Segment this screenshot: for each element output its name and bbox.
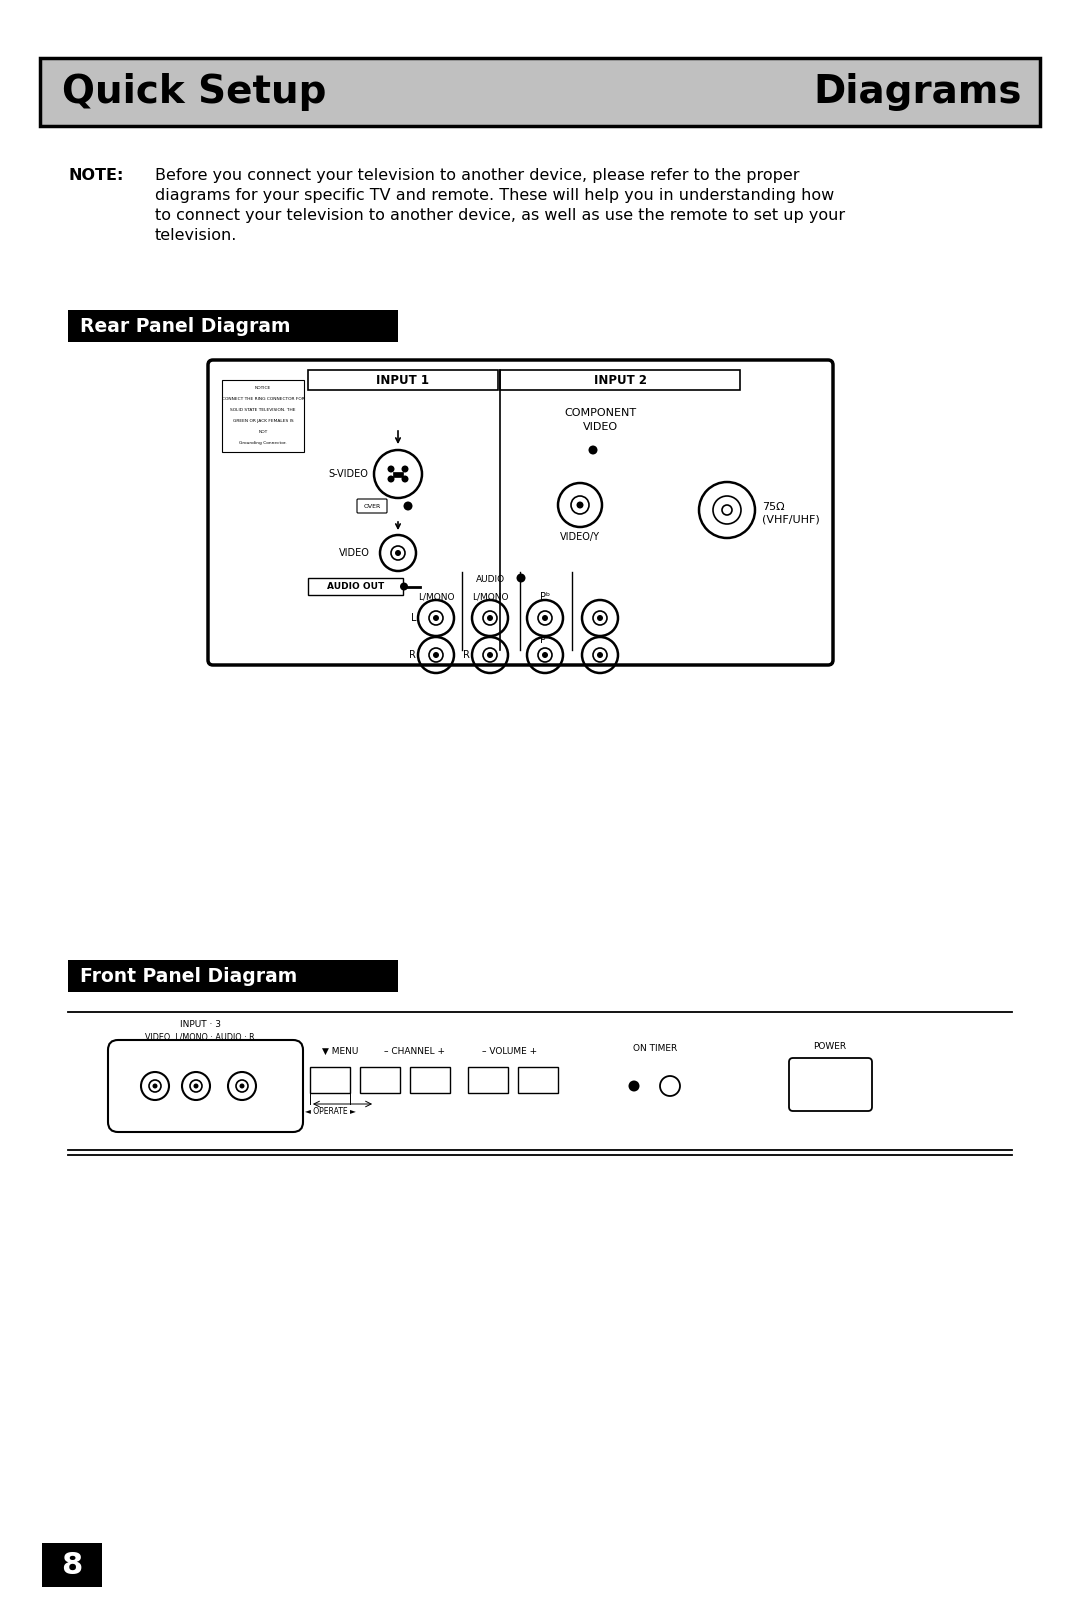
Circle shape xyxy=(152,1083,158,1088)
Text: NOTICE: NOTICE xyxy=(255,385,271,390)
Text: R: R xyxy=(463,650,470,660)
Text: Diagrams: Diagrams xyxy=(813,72,1022,111)
Text: to connect your television to another device, as well as use the remote to set u: to connect your television to another de… xyxy=(156,209,846,223)
Bar xyxy=(468,1067,508,1093)
Text: L/MONO: L/MONO xyxy=(418,592,455,600)
Bar xyxy=(308,371,498,390)
Bar xyxy=(500,371,740,390)
Bar xyxy=(68,960,399,992)
Text: S-VIDEO: S-VIDEO xyxy=(328,469,368,478)
Text: VIDEO: VIDEO xyxy=(339,547,370,559)
Text: CONNECT THE RING CONNECTOR FOR: CONNECT THE RING CONNECTOR FOR xyxy=(221,396,305,401)
FancyBboxPatch shape xyxy=(108,1040,303,1132)
Text: L/MONO: L/MONO xyxy=(472,592,509,600)
Circle shape xyxy=(589,446,597,454)
Text: Before you connect your television to another device, please refer to the proper: Before you connect your television to an… xyxy=(156,169,799,183)
Text: 8: 8 xyxy=(62,1550,83,1579)
Text: VIDEO/Y: VIDEO/Y xyxy=(561,531,600,542)
Circle shape xyxy=(542,652,548,658)
Text: AUDIO: AUDIO xyxy=(475,575,504,584)
Text: (VHF/UHF): (VHF/UHF) xyxy=(762,515,820,525)
Bar xyxy=(40,58,1040,127)
Bar xyxy=(518,1067,558,1093)
Text: INPUT 2: INPUT 2 xyxy=(594,374,647,387)
Circle shape xyxy=(597,615,603,621)
Text: television.: television. xyxy=(156,228,238,242)
Text: ◄ OPERATE ►: ◄ OPERATE ► xyxy=(305,1107,355,1115)
Bar xyxy=(310,1067,350,1093)
Text: – CHANNEL +: – CHANNEL + xyxy=(384,1046,446,1056)
Circle shape xyxy=(433,615,438,621)
FancyBboxPatch shape xyxy=(208,360,833,664)
Text: Pᵇ: Pᵇ xyxy=(540,592,550,602)
Text: INPUT · 3: INPUT · 3 xyxy=(179,1021,220,1029)
Bar xyxy=(68,310,399,342)
Text: Front Panel Diagram: Front Panel Diagram xyxy=(80,966,297,985)
Circle shape xyxy=(487,652,492,658)
Text: NOT: NOT xyxy=(258,430,268,433)
Circle shape xyxy=(629,1080,639,1091)
Text: GREEN OR JACK FEMALES IS: GREEN OR JACK FEMALES IS xyxy=(232,419,294,424)
Circle shape xyxy=(542,615,548,621)
Text: – VOLUME +: – VOLUME + xyxy=(483,1046,538,1056)
Text: VIDEO  L/MONO · AUDIO · R: VIDEO L/MONO · AUDIO · R xyxy=(145,1032,255,1042)
Circle shape xyxy=(395,551,401,555)
Circle shape xyxy=(388,475,394,483)
Text: 75Ω: 75Ω xyxy=(762,502,785,512)
Circle shape xyxy=(516,573,526,583)
Circle shape xyxy=(487,615,492,621)
Text: COMPONENT: COMPONENT xyxy=(564,408,636,417)
Text: Pᴿ: Pᴿ xyxy=(540,636,550,645)
Text: Quick Setup: Quick Setup xyxy=(62,72,326,111)
Circle shape xyxy=(388,465,394,472)
Text: SOLID STATE TELEVISION. THE: SOLID STATE TELEVISION. THE xyxy=(230,408,296,412)
Circle shape xyxy=(402,465,408,472)
Bar xyxy=(393,472,403,477)
Circle shape xyxy=(597,652,603,658)
Text: ON TIMER: ON TIMER xyxy=(633,1043,677,1053)
Text: POWER: POWER xyxy=(813,1042,847,1051)
Circle shape xyxy=(240,1083,244,1088)
Bar xyxy=(360,1067,400,1093)
Text: OVER: OVER xyxy=(363,504,380,509)
Circle shape xyxy=(577,501,583,509)
Text: AUDIO OUT: AUDIO OUT xyxy=(327,583,384,591)
Text: R: R xyxy=(409,650,416,660)
Text: INPUT 1: INPUT 1 xyxy=(377,374,430,387)
Text: L: L xyxy=(410,613,416,623)
Bar xyxy=(42,1542,102,1587)
Bar xyxy=(308,578,403,595)
Circle shape xyxy=(402,475,408,483)
Circle shape xyxy=(404,501,413,510)
Circle shape xyxy=(400,583,408,591)
Text: Rear Panel Diagram: Rear Panel Diagram xyxy=(80,316,291,335)
Circle shape xyxy=(433,652,438,658)
Circle shape xyxy=(193,1083,199,1088)
Text: VIDEO: VIDEO xyxy=(582,422,618,432)
FancyBboxPatch shape xyxy=(789,1058,872,1111)
Text: ▼ MENU: ▼ MENU xyxy=(322,1046,359,1056)
Text: Grounding Connector.: Grounding Connector. xyxy=(239,441,287,445)
Text: diagrams for your specific TV and remote. These will help you in understanding h: diagrams for your specific TV and remote… xyxy=(156,188,834,202)
Bar xyxy=(222,380,303,453)
Bar xyxy=(410,1067,450,1093)
Text: NOTE:: NOTE: xyxy=(68,169,123,183)
FancyBboxPatch shape xyxy=(357,499,387,514)
